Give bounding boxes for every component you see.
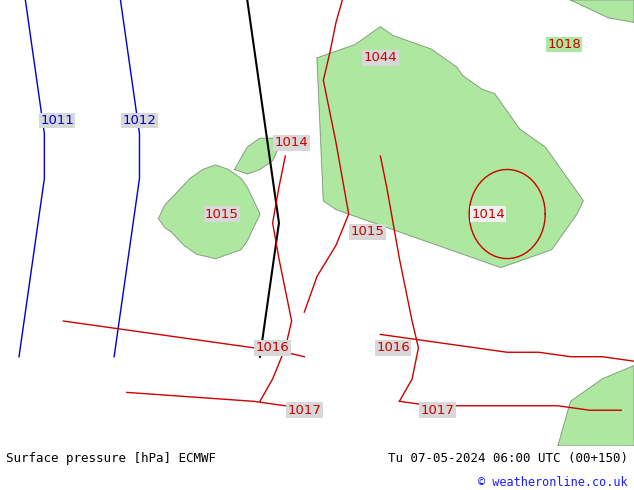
Text: © weatheronline.co.uk: © weatheronline.co.uk	[478, 476, 628, 489]
Text: 1017: 1017	[287, 404, 321, 416]
Polygon shape	[317, 27, 583, 268]
Polygon shape	[235, 138, 279, 174]
Text: 1044: 1044	[363, 51, 398, 65]
Text: 1014: 1014	[275, 136, 309, 149]
Text: Surface pressure [hPa] ECMWF: Surface pressure [hPa] ECMWF	[6, 452, 216, 465]
Text: Tu 07-05-2024 06:00 UTC (00+150): Tu 07-05-2024 06:00 UTC (00+150)	[387, 452, 628, 465]
Text: 1015: 1015	[205, 208, 239, 220]
Text: 1012: 1012	[122, 114, 157, 127]
Text: 1016: 1016	[376, 342, 410, 354]
Text: 1017: 1017	[420, 404, 455, 416]
Text: 1018: 1018	[547, 38, 581, 51]
Text: 1016: 1016	[256, 342, 290, 354]
Text: 1015: 1015	[351, 225, 385, 238]
Text: 1011: 1011	[40, 114, 74, 127]
Polygon shape	[558, 366, 634, 446]
Text: 1014: 1014	[471, 208, 505, 220]
Polygon shape	[571, 0, 634, 22]
Polygon shape	[158, 165, 260, 259]
